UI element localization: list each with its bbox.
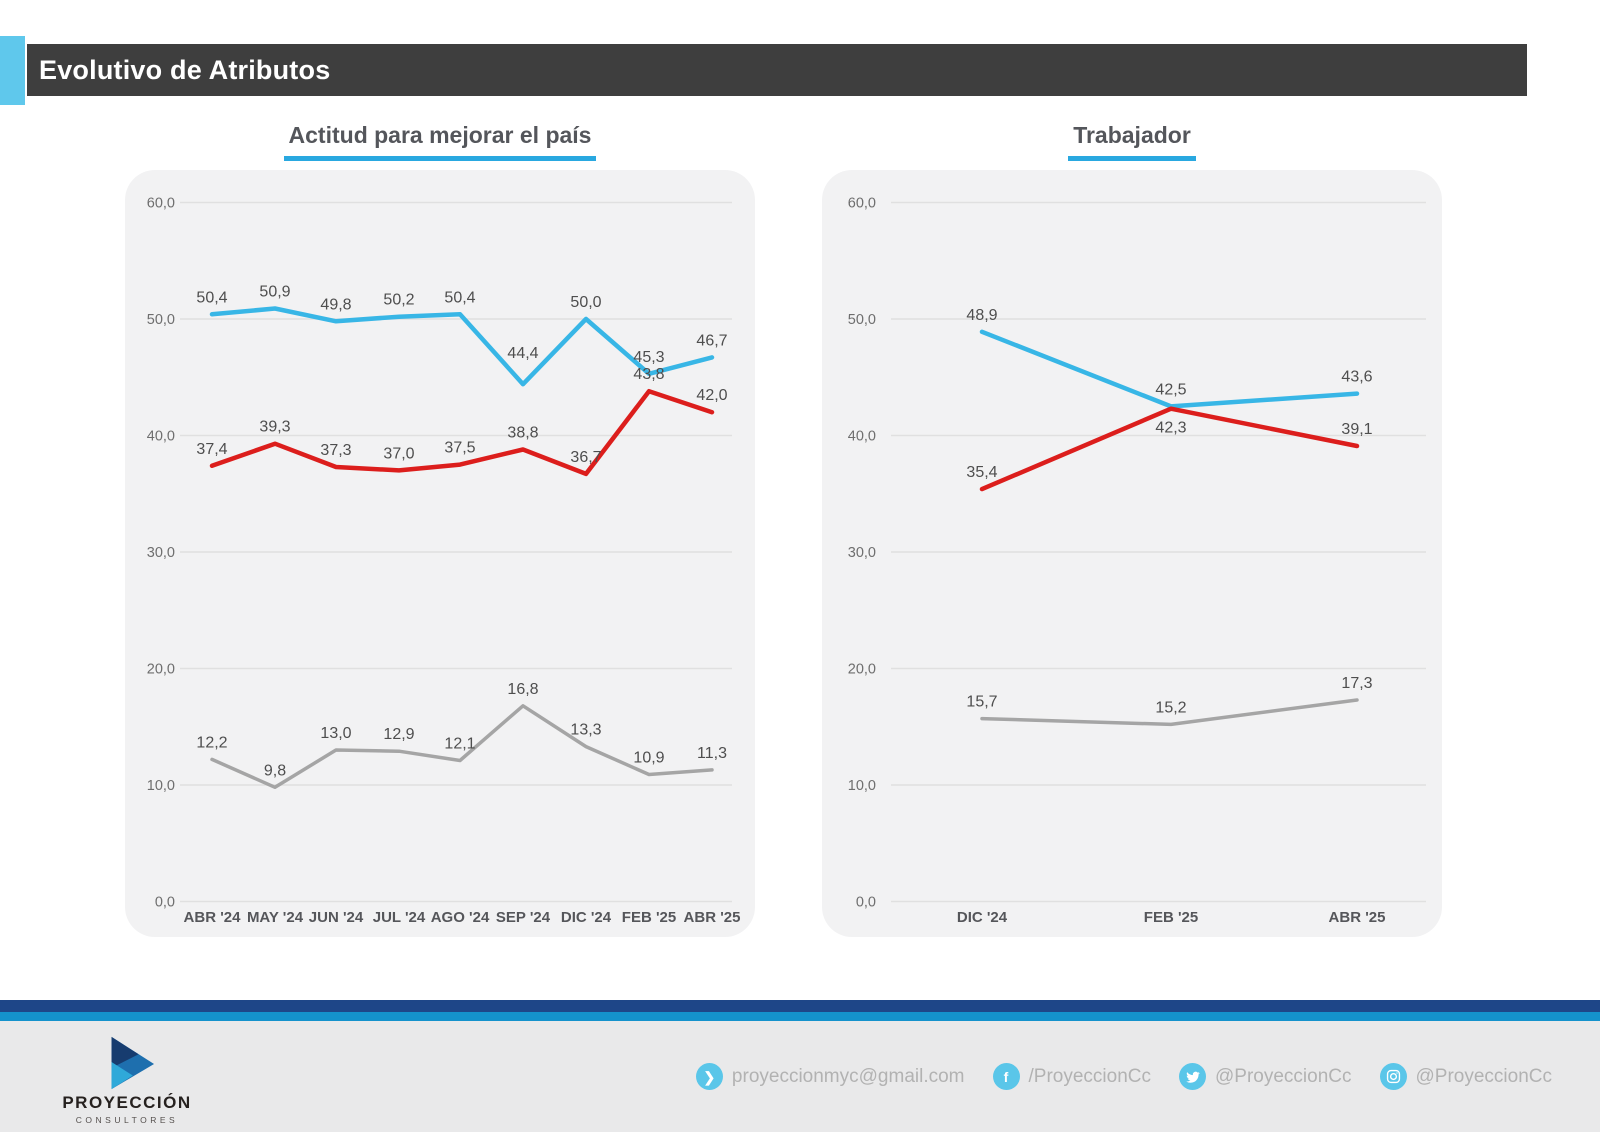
- svg-text:10,0: 10,0: [848, 778, 876, 794]
- svg-text:50,2: 50,2: [383, 292, 414, 309]
- instagram-contact[interactable]: @ProyeccionCc: [1379, 1063, 1553, 1090]
- page-title: Evolutivo de Atributos: [39, 54, 331, 85]
- line-chart-actitud: 0,0 10,0 20,0 30,0 40,0 50,0 60,0 ABR '24 MAY '2…: [147, 196, 741, 927]
- svg-text:9,8: 9,8: [264, 762, 286, 779]
- svg-text:12,1: 12,1: [444, 736, 475, 753]
- svg-text:42,5: 42,5: [1155, 381, 1186, 398]
- svg-text:42,3: 42,3: [1155, 420, 1186, 437]
- logo-arrow-icon: [111, 1036, 155, 1090]
- logo-brand-text: PROYECCIÓN: [62, 1093, 192, 1112]
- svg-text:ABR '25: ABR '25: [1329, 909, 1386, 926]
- twitter-contact[interactable]: @ProyeccionCc: [1179, 1063, 1352, 1090]
- svg-text:ABR '24: ABR '24: [184, 909, 242, 926]
- svg-text:16,8: 16,8: [507, 681, 538, 698]
- svg-text:50,0: 50,0: [147, 312, 175, 328]
- svg-text:SEP '24: SEP '24: [496, 909, 551, 926]
- svg-text:FEB '25: FEB '25: [1144, 909, 1198, 926]
- svg-text:10,0: 10,0: [147, 778, 175, 794]
- svg-text:37,0: 37,0: [383, 445, 414, 462]
- facebook-icon: f: [992, 1063, 1020, 1090]
- svg-text:12,9: 12,9: [383, 726, 414, 743]
- svg-text:50,4: 50,4: [196, 289, 227, 306]
- chart-title-actitud: Actitud para mejorar el país: [125, 122, 755, 161]
- svg-text:15,7: 15,7: [966, 694, 997, 711]
- svg-text:0,0: 0,0: [856, 895, 876, 911]
- svg-text:13,0: 13,0: [320, 725, 351, 742]
- svg-text:15,2: 15,2: [1155, 699, 1186, 716]
- svg-text:30,0: 30,0: [848, 545, 876, 561]
- svg-text:50,9: 50,9: [259, 284, 290, 301]
- svg-text:48,9: 48,9: [966, 307, 997, 324]
- facebook-contact[interactable]: f /ProyeccionCc: [992, 1063, 1152, 1090]
- chart-title-text: Trabajador: [1068, 122, 1196, 161]
- logo-sub-text: CONSULTORES: [75, 1115, 179, 1125]
- svg-text:MAY '24: MAY '24: [247, 909, 304, 926]
- svg-text:50,0: 50,0: [570, 294, 601, 311]
- svg-text:45,3: 45,3: [633, 349, 664, 366]
- svg-text:37,3: 37,3: [320, 442, 351, 459]
- svg-text:17,3: 17,3: [1341, 675, 1372, 692]
- svg-text:43,8: 43,8: [633, 366, 664, 383]
- svg-text:43,6: 43,6: [1341, 369, 1372, 386]
- svg-text:11,3: 11,3: [697, 745, 727, 762]
- svg-text:44,4: 44,4: [507, 345, 538, 362]
- svg-text:60,0: 60,0: [848, 196, 876, 212]
- social-row: ❯ proyeccionmyc@gmail.com f /ProyeccionC…: [695, 1063, 1553, 1090]
- svg-text:20,0: 20,0: [147, 662, 175, 678]
- email-text: proyeccionmyc@gmail.com: [731, 1065, 965, 1087]
- email-contact[interactable]: ❯ proyeccionmyc@gmail.com: [695, 1063, 965, 1090]
- svg-text:50,0: 50,0: [848, 312, 876, 328]
- footer: PROYECCIÓN CONSULTORES ❯ proyeccionmyc@g…: [0, 1021, 1600, 1132]
- svg-text:DIC '24: DIC '24: [561, 909, 612, 926]
- header-bar: Evolutivo de Atributos: [27, 44, 1527, 96]
- svg-text:35,4: 35,4: [966, 464, 997, 481]
- twitter-text: @ProyeccionCc: [1215, 1065, 1352, 1087]
- chart-panel-trabajador: 0,0 10,0 20,0 30,0 40,0 50,0 60,0 DIC '24 FEB '2…: [822, 170, 1442, 937]
- svg-text:46,7: 46,7: [696, 332, 727, 349]
- svg-text:60,0: 60,0: [147, 196, 175, 212]
- svg-text:37,4: 37,4: [196, 441, 227, 458]
- svg-text:FEB '25: FEB '25: [622, 909, 676, 926]
- instagram-text: @ProyeccionCc: [1415, 1065, 1553, 1087]
- company-logo: PROYECCIÓN CONSULTORES: [47, 1035, 207, 1125]
- line-chart-trabajador: 0,0 10,0 20,0 30,0 40,0 50,0 60,0 DIC '24 FEB '2…: [848, 196, 1426, 926]
- svg-text:AGO '24: AGO '24: [431, 909, 490, 926]
- email-icon: ❯: [695, 1063, 723, 1090]
- svg-text:10,9: 10,9: [633, 750, 664, 767]
- svg-text:ABR '25: ABR '25: [684, 909, 741, 926]
- svg-text:0,0: 0,0: [155, 895, 175, 911]
- svg-text:30,0: 30,0: [147, 545, 175, 561]
- chart-title-text: Actitud para mejorar el país: [283, 122, 597, 161]
- svg-text:40,0: 40,0: [147, 429, 175, 445]
- footer-cyan-bar: [0, 1012, 1600, 1021]
- svg-text:39,3: 39,3: [259, 419, 290, 436]
- svg-text:39,1: 39,1: [1341, 421, 1372, 438]
- twitter-icon: [1179, 1063, 1206, 1090]
- chart-panel-actitud: 0,0 10,0 20,0 30,0 40,0 50,0 60,0 ABR '24 MAY '2…: [125, 170, 755, 937]
- svg-text:40,0: 40,0: [848, 429, 876, 445]
- svg-text:36,7: 36,7: [570, 449, 601, 466]
- svg-text:50,4: 50,4: [444, 289, 475, 306]
- svg-text:DIC '24: DIC '24: [957, 909, 1008, 926]
- instagram-icon: [1379, 1063, 1407, 1090]
- svg-text:13,3: 13,3: [570, 722, 601, 739]
- chart-title-trabajador: Trabajador: [822, 122, 1442, 161]
- svg-text:JUN '24: JUN '24: [309, 909, 364, 926]
- svg-text:37,5: 37,5: [444, 440, 475, 457]
- svg-text:38,8: 38,8: [507, 424, 538, 441]
- footer-navy-bar: [0, 1000, 1600, 1012]
- facebook-text: /ProyeccionCc: [1028, 1065, 1152, 1087]
- svg-text:20,0: 20,0: [848, 662, 876, 678]
- svg-text:49,8: 49,8: [320, 296, 351, 313]
- svg-text:JUL '24: JUL '24: [373, 909, 426, 926]
- svg-text:42,0: 42,0: [696, 387, 727, 404]
- svg-text:12,2: 12,2: [196, 734, 227, 751]
- header-accent-block: [0, 36, 25, 105]
